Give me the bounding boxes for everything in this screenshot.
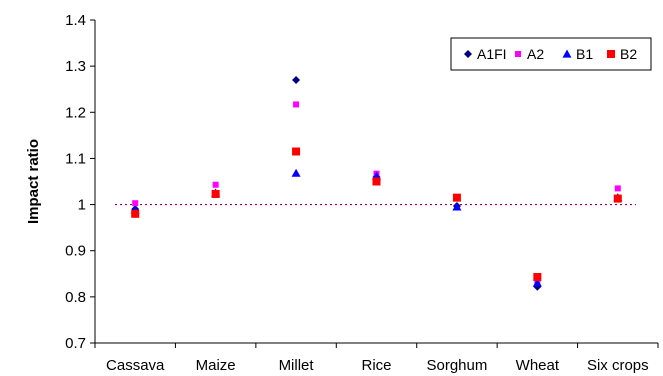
y-axis-title: Impact ratio	[25, 139, 42, 224]
data-point-b2	[211, 189, 220, 198]
legend: A1FI A2 B1 B2	[450, 37, 652, 71]
y-tick-label: 1.4	[65, 12, 86, 29]
x-tick-label: Rice	[361, 357, 391, 374]
data-point-b2	[613, 194, 622, 203]
data-point-b2	[533, 273, 542, 282]
x-tick-label: Cassava	[106, 357, 165, 374]
legend-label: A1FI	[477, 46, 507, 62]
y-tick-label: 1	[78, 197, 86, 214]
data-point-a2	[132, 200, 139, 207]
x-tick-label: Sorghum	[426, 357, 487, 374]
x-tick-label: Maize	[196, 357, 236, 374]
legend-marker-a1fi	[464, 50, 472, 58]
legend-box	[450, 37, 652, 71]
data-point-a1fi	[292, 75, 301, 84]
legend-marker-b2	[607, 50, 615, 58]
series-b1	[130, 168, 623, 287]
data-point-b2	[372, 177, 381, 186]
legend-marker-b1	[562, 49, 572, 58]
x-tick-label: Six crops	[587, 357, 649, 374]
data-point-b2	[131, 209, 140, 218]
legend-label: A2	[527, 46, 544, 62]
y-tick-label: 0.9	[65, 243, 86, 260]
y-tick-label: 0.8	[65, 289, 86, 306]
data-point-a2	[212, 181, 219, 188]
legend-label: B2	[620, 46, 637, 62]
data-point-a2	[293, 101, 300, 108]
series-b2	[131, 147, 622, 282]
y-tick-label: 1.1	[65, 150, 86, 167]
y-tick-label: 1.2	[65, 104, 86, 121]
x-tick-label: Millet	[279, 357, 315, 374]
x-tick-label: Wheat	[516, 357, 560, 374]
y-tick-label: 0.7	[65, 335, 86, 352]
legend-marker-a2	[515, 51, 521, 57]
series-a2	[132, 101, 621, 284]
data-point-b1	[291, 168, 301, 177]
legend-label: B1	[576, 46, 593, 62]
y-tick-label: 1.3	[65, 58, 86, 75]
data-point-b1	[532, 278, 542, 287]
data-point-b2	[452, 193, 461, 202]
data-point-b2	[292, 147, 301, 156]
data-point-a2	[614, 185, 621, 192]
data-point-b1	[452, 202, 462, 211]
